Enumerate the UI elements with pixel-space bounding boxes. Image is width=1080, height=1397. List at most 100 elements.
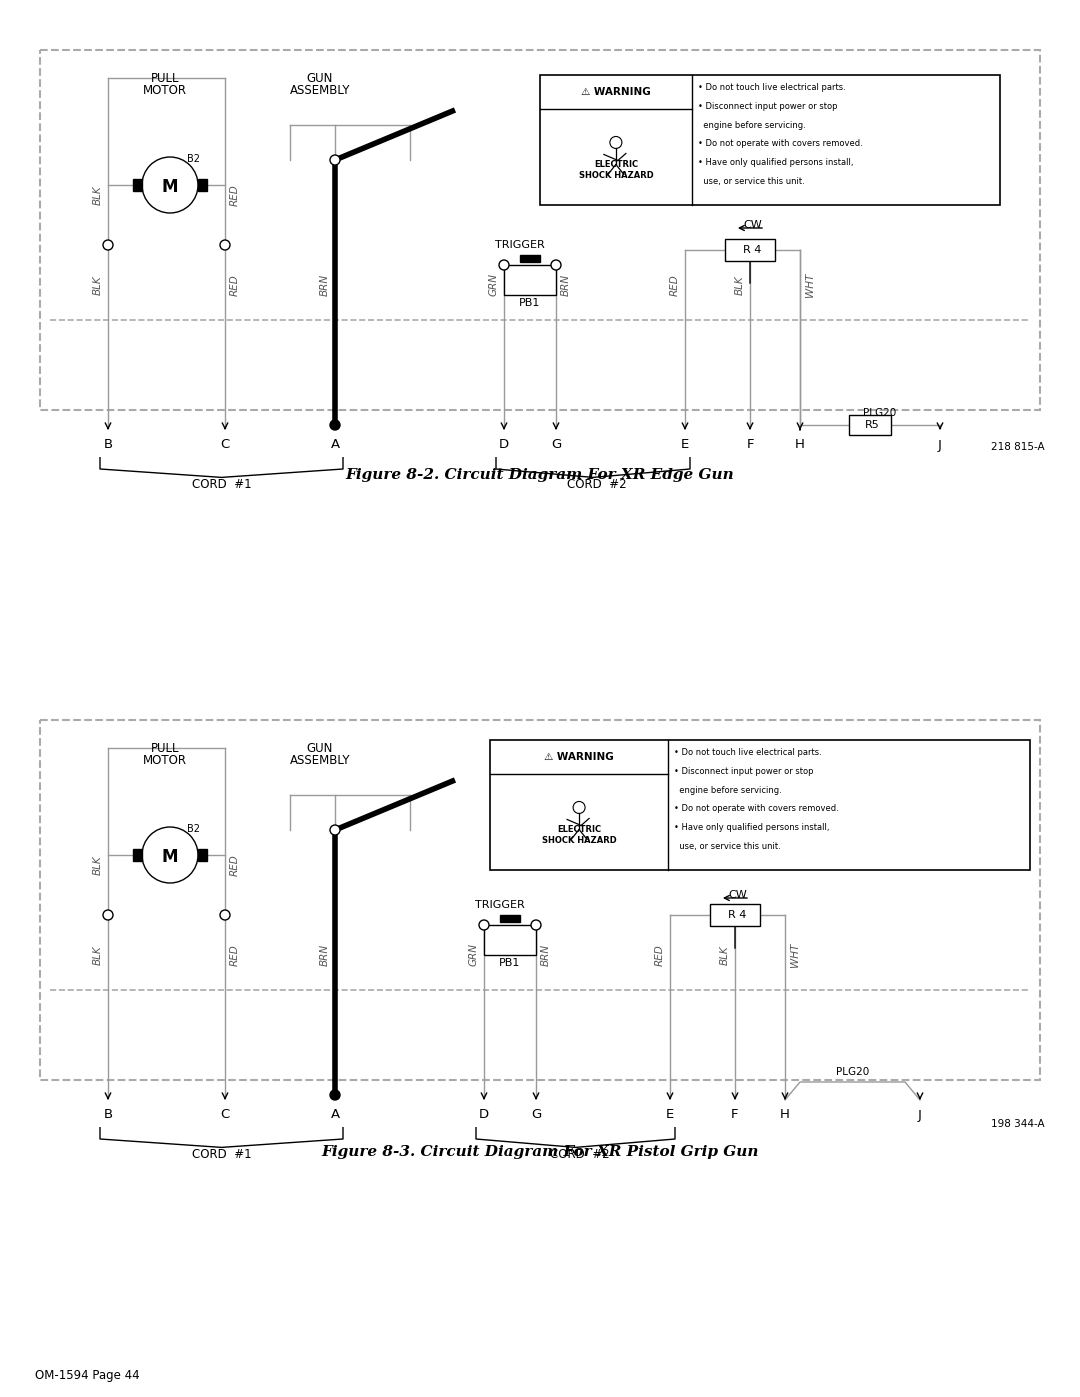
Text: TRIGGER: TRIGGER (475, 900, 525, 909)
Circle shape (551, 260, 561, 270)
Circle shape (141, 827, 198, 883)
Bar (198, 179, 207, 191)
Bar (849, 415, 891, 434)
Text: • Have only qualified persons install,: • Have only qualified persons install, (698, 158, 853, 168)
Text: PB1: PB1 (499, 958, 521, 968)
Text: GUN: GUN (307, 71, 334, 84)
Text: B2: B2 (188, 154, 201, 163)
Text: PULL: PULL (151, 742, 179, 754)
Text: RED: RED (230, 274, 240, 296)
Text: D: D (499, 439, 509, 451)
Text: • Disconnect input power or stop: • Disconnect input power or stop (698, 102, 837, 110)
Text: RED: RED (230, 854, 240, 876)
Text: B2: B2 (188, 824, 201, 834)
Text: H: H (795, 439, 805, 451)
Circle shape (531, 921, 541, 930)
Text: BRN: BRN (320, 944, 330, 967)
Text: BLK: BLK (720, 946, 730, 965)
Text: MOTOR: MOTOR (143, 753, 187, 767)
Text: R 4: R 4 (743, 244, 761, 256)
Text: RED: RED (230, 184, 240, 205)
Circle shape (330, 1090, 340, 1099)
Text: B: B (104, 1108, 112, 1122)
Text: use, or service this unit.: use, or service this unit. (674, 842, 781, 851)
Text: BRN: BRN (320, 274, 330, 296)
Text: ELECTRIC
SHOCK HAZARD: ELECTRIC SHOCK HAZARD (542, 826, 617, 845)
Text: OM-1594 Page 44: OM-1594 Page 44 (35, 1369, 139, 1382)
Circle shape (103, 240, 113, 250)
Text: RED: RED (670, 274, 680, 296)
Text: G: G (551, 439, 562, 451)
Text: CORD  #2: CORD #2 (550, 1148, 609, 1161)
Circle shape (220, 240, 230, 250)
Bar (133, 179, 141, 191)
Circle shape (103, 909, 113, 921)
Bar (198, 849, 207, 861)
Bar (540, 75, 1000, 205)
Text: CW: CW (729, 890, 747, 900)
Bar (519, 256, 540, 263)
Bar (504, 265, 556, 295)
Bar (484, 925, 536, 956)
Text: R5: R5 (865, 420, 879, 430)
Text: BRN: BRN (561, 274, 571, 296)
Text: BLK: BLK (93, 946, 103, 965)
Circle shape (499, 260, 509, 270)
Text: GRN: GRN (489, 274, 499, 296)
Text: BLK: BLK (93, 275, 103, 295)
Text: ELECTRIC
SHOCK HAZARD: ELECTRIC SHOCK HAZARD (579, 161, 653, 180)
Text: A: A (330, 1108, 339, 1122)
Bar (133, 849, 141, 861)
Circle shape (480, 921, 489, 930)
Bar (710, 904, 760, 926)
Text: CORD  #1: CORD #1 (191, 1148, 252, 1161)
Text: ASSEMBLY: ASSEMBLY (289, 753, 350, 767)
Text: M: M (162, 177, 178, 196)
Bar (40, 719, 1040, 1080)
Text: BLK: BLK (93, 186, 103, 205)
Circle shape (330, 826, 340, 835)
Text: M: M (162, 848, 178, 866)
Circle shape (330, 155, 340, 165)
Text: D: D (478, 1108, 489, 1122)
Text: F: F (731, 1108, 739, 1122)
Text: H: H (780, 1108, 789, 1122)
Text: J: J (939, 439, 942, 451)
Text: E: E (680, 439, 689, 451)
Text: PLG20: PLG20 (863, 408, 896, 418)
Text: BLK: BLK (735, 275, 745, 295)
Text: engine before servicing.: engine before servicing. (698, 120, 806, 130)
Bar (725, 239, 775, 261)
Text: E: E (666, 1108, 674, 1122)
Text: 218 815-A: 218 815-A (991, 441, 1045, 453)
Text: TRIGGER: TRIGGER (495, 240, 545, 250)
Text: A: A (330, 439, 339, 451)
Text: Figure 8-3. Circuit Diagram For XR Pistol Grip Gun: Figure 8-3. Circuit Diagram For XR Pisto… (321, 1146, 759, 1160)
Text: PULL: PULL (151, 71, 179, 84)
Circle shape (141, 156, 198, 212)
Text: WHT: WHT (805, 272, 815, 298)
Text: J: J (918, 1108, 922, 1122)
Text: CW: CW (744, 219, 762, 231)
Circle shape (330, 420, 340, 430)
Text: BLK: BLK (93, 855, 103, 875)
Text: C: C (220, 439, 230, 451)
Text: BRN: BRN (541, 944, 551, 967)
Text: G: G (531, 1108, 541, 1122)
Text: F: F (746, 439, 754, 451)
Bar (40, 50, 1040, 409)
Text: ASSEMBLY: ASSEMBLY (289, 84, 350, 96)
Text: ⚠ WARNING: ⚠ WARNING (581, 87, 651, 96)
Text: WHT: WHT (789, 943, 800, 967)
Text: GRN: GRN (469, 943, 480, 967)
Text: ⚠ WARNING: ⚠ WARNING (544, 752, 613, 761)
Text: CORD  #1: CORD #1 (191, 479, 252, 492)
Text: RED: RED (654, 944, 665, 965)
Text: • Do not operate with covers removed.: • Do not operate with covers removed. (698, 140, 863, 148)
Text: • Do not touch live electrical parts.: • Do not touch live electrical parts. (698, 82, 846, 92)
Text: • Disconnect input power or stop: • Disconnect input power or stop (674, 767, 813, 775)
Text: C: C (220, 1108, 230, 1122)
Text: RED: RED (230, 944, 240, 965)
Text: R 4: R 4 (728, 909, 746, 921)
Text: 198 344-A: 198 344-A (991, 1119, 1045, 1129)
